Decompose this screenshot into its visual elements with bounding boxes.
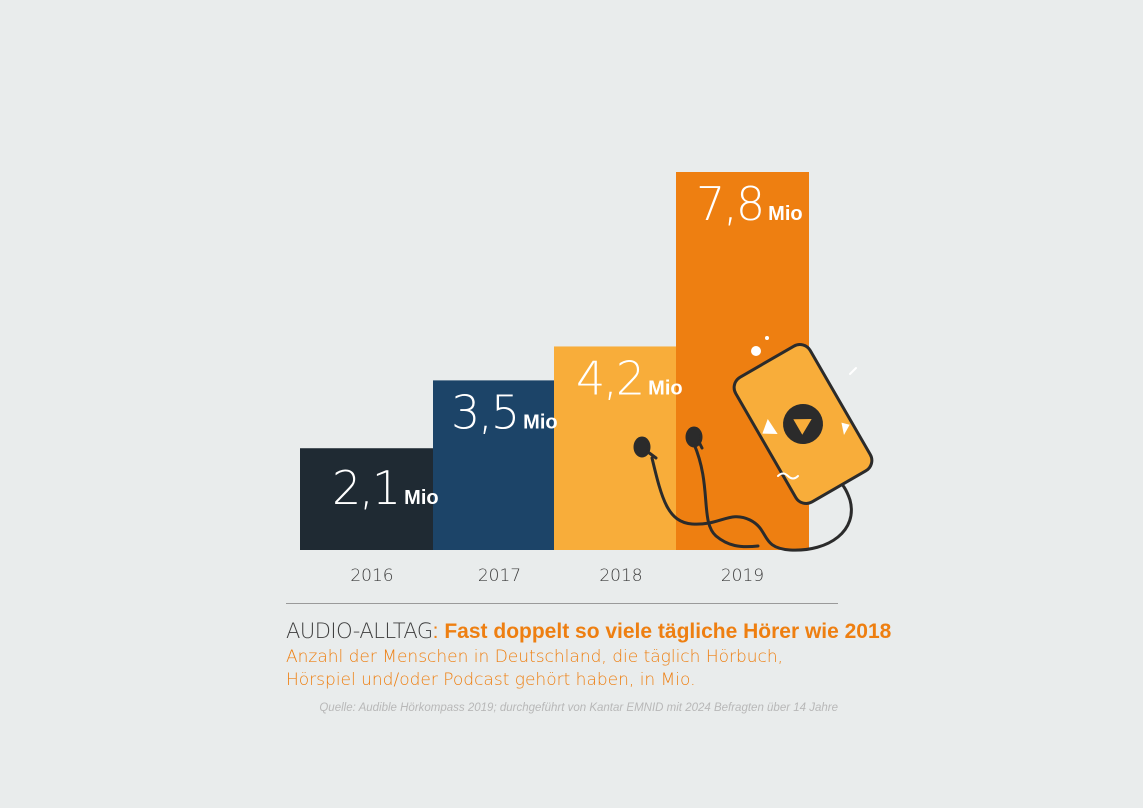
title-prefix: AUDIO-ALLTAG — [286, 619, 433, 643]
smartphone-with-earphones-icon — [633, 336, 874, 552]
subtitle-line-2: Hörspiel und/oder Podcast gehört haben, … — [286, 670, 696, 690]
value-label-2019: 7,8 Mio — [696, 177, 803, 231]
value-unit: Mio — [523, 411, 557, 433]
bar-2017 — [433, 380, 566, 550]
x-tick-2019: 2019 — [721, 566, 764, 586]
bar-2016 — [300, 448, 444, 550]
value-unit: Mio — [768, 203, 802, 225]
divider — [286, 603, 838, 604]
bars-group — [300, 172, 809, 550]
value-number: 7,8 — [696, 177, 763, 231]
value-number: 3,5 — [451, 385, 518, 439]
subtitle-line-1: Anzahl der Menschen in Deutschland, die … — [286, 647, 784, 667]
x-tick-labels-group: 2016 2017 2018 2019 — [350, 566, 764, 586]
value-label-2017: 3,5 Mio — [451, 385, 558, 439]
value-label-2016: 2,1 Mio — [332, 461, 439, 515]
source-note: Quelle: Audible Hörkompass 2019; durchge… — [319, 702, 838, 714]
title-colon: : — [432, 620, 439, 643]
value-number: 2,1 — [332, 461, 399, 515]
value-number: 4,2 — [576, 351, 643, 405]
value-label-2018: 4,2 Mio — [576, 351, 683, 405]
title-main: Fast doppelt so viele tägliche Hörer wie… — [444, 620, 892, 643]
x-tick-2018: 2018 — [599, 566, 642, 586]
chart-title: AUDIO-ALLTAG: Fast doppelt so viele tägl… — [286, 618, 891, 645]
value-unit: Mio — [648, 377, 682, 399]
x-tick-2017: 2017 — [478, 566, 521, 586]
bar-2018 — [554, 346, 688, 550]
value-unit: Mio — [404, 487, 438, 509]
chart-subtitle: Anzahl der Menschen in Deutschland, die … — [286, 646, 846, 692]
x-tick-2016: 2016 — [350, 566, 393, 586]
